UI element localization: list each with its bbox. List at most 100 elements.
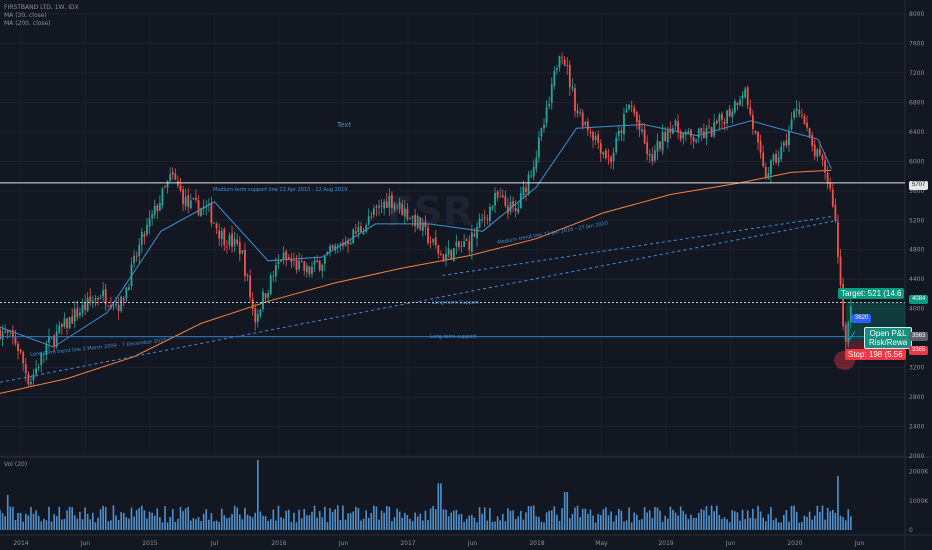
candle-body <box>280 259 282 262</box>
volume-bar <box>179 506 182 530</box>
volume-bar <box>246 514 249 530</box>
x-tick-label: 2019 <box>658 540 673 547</box>
candle-body <box>633 107 636 114</box>
candle-body <box>352 229 355 244</box>
candle-body <box>406 209 409 220</box>
volume-bar <box>249 515 251 530</box>
volume-bar <box>115 515 117 530</box>
candle-body <box>646 142 649 155</box>
volume-bar <box>715 505 718 530</box>
volume-bar <box>71 507 73 530</box>
stop-label[interactable]: Stop: 198 (5.56 <box>845 349 906 360</box>
candle-body <box>684 132 687 135</box>
volume-bar <box>847 509 850 530</box>
volume-bar <box>375 506 378 530</box>
candle-body <box>605 150 607 159</box>
candle-body <box>130 264 133 287</box>
candle-body <box>254 308 257 323</box>
candle-body <box>674 120 677 126</box>
volume-bar <box>677 515 679 530</box>
volume-bar <box>808 511 811 530</box>
candle-body <box>522 186 525 196</box>
volume-bar <box>0 509 1 530</box>
candle-body <box>354 231 357 234</box>
candle-body <box>478 218 481 229</box>
volume-bar <box>746 510 749 530</box>
candle-body <box>837 222 839 258</box>
candle-body <box>499 196 502 198</box>
volume-bar <box>272 509 275 530</box>
target-label[interactable]: Target: 521 (14.6 <box>838 288 905 299</box>
candle-body <box>184 196 187 207</box>
candle-body <box>695 139 698 142</box>
x-tick-label: 2017 <box>400 540 415 547</box>
volume-bar <box>509 510 512 530</box>
volume-bar <box>197 517 200 530</box>
volume-bar <box>329 508 331 530</box>
volume-bar <box>156 508 159 530</box>
volume-bar <box>365 510 367 530</box>
volume-bar <box>63 518 66 530</box>
volume-bar <box>30 506 32 530</box>
candle-body <box>146 224 148 235</box>
volume-bar <box>432 505 434 530</box>
candle-body <box>754 131 757 134</box>
candle-body <box>710 127 713 137</box>
candle-body <box>824 160 826 173</box>
x-tick-label: 2014 <box>13 540 28 547</box>
candle-body <box>210 202 213 224</box>
candle-body <box>367 216 370 225</box>
candle-body <box>19 349 22 352</box>
volume-bar <box>414 512 416 530</box>
volume-bar <box>682 511 685 530</box>
volume-bar <box>540 521 543 530</box>
volume-bar <box>442 509 445 530</box>
open-pl-box[interactable]: Open P&L Risk/Rewa <box>864 327 913 349</box>
volume-bar <box>654 506 656 530</box>
candle-body <box>298 260 300 270</box>
volume-bar <box>651 517 654 530</box>
volume-bar <box>501 513 504 530</box>
volume-bar <box>241 519 244 530</box>
candle-body <box>839 256 842 286</box>
candle-body <box>251 298 254 309</box>
candle-body <box>535 157 538 170</box>
text-annotation[interactable]: Text <box>337 121 352 129</box>
candle-body <box>849 306 852 323</box>
candle-body <box>540 127 543 137</box>
volume-bar <box>76 518 79 530</box>
volume-bar <box>48 506 50 530</box>
volume-bar <box>599 515 602 530</box>
volume-bar <box>739 520 741 530</box>
volume-bar <box>785 509 788 530</box>
volume-bar <box>104 506 107 530</box>
volume-bar <box>267 520 269 530</box>
volume-bar <box>543 522 545 530</box>
x-tick-label: Jul <box>210 540 219 547</box>
candle-body <box>256 314 259 322</box>
price-flag-3620[interactable]: 3620 <box>852 314 872 323</box>
volume-bar <box>623 521 625 530</box>
candle-body <box>143 234 146 237</box>
candle-body <box>427 227 429 243</box>
candle-body <box>76 308 79 318</box>
candle-body <box>4 331 7 333</box>
volume-bar <box>112 505 115 530</box>
candle-body <box>398 201 401 209</box>
risk-reward-text: Risk/Rewa <box>869 338 908 347</box>
candle-body <box>476 226 478 239</box>
volume-bar <box>597 513 599 530</box>
candle-body <box>641 129 643 132</box>
volume-bar <box>135 510 138 530</box>
volume-bar <box>177 518 179 530</box>
volume-bar <box>633 512 636 530</box>
volume-bar <box>161 522 164 530</box>
volume-bar <box>81 519 84 530</box>
volume-bar <box>563 492 566 530</box>
candle-body <box>574 88 576 111</box>
candle-body <box>326 251 329 255</box>
volume-bar <box>409 518 411 530</box>
x-tick-label: Jun <box>725 540 736 547</box>
volume-bar <box>285 510 287 530</box>
